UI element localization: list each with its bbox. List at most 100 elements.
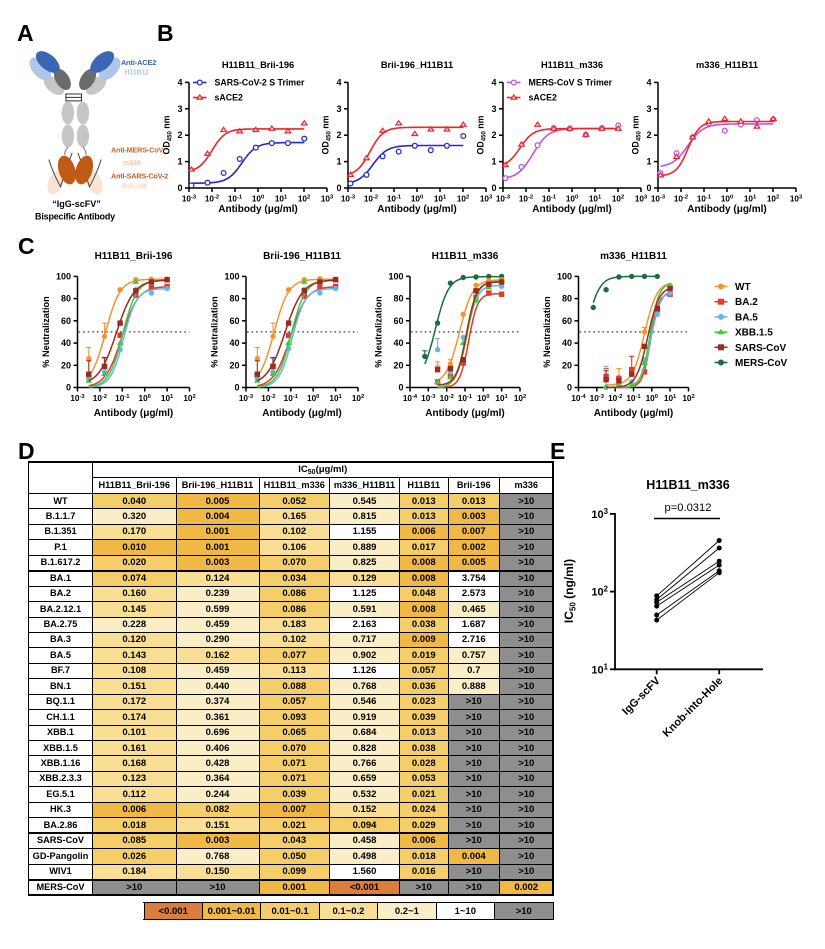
svg-text:40: 40 bbox=[393, 338, 403, 348]
svg-text:102: 102 bbox=[183, 394, 195, 403]
svg-text:0: 0 bbox=[66, 383, 71, 393]
svg-text:4: 4 bbox=[491, 77, 496, 87]
svg-text:10-2: 10-2 bbox=[205, 194, 219, 203]
svg-text:10-3: 10-3 bbox=[70, 394, 85, 403]
svg-text:10-3: 10-3 bbox=[341, 194, 356, 203]
svg-text:10-1: 10-1 bbox=[697, 194, 712, 203]
svg-text:40: 40 bbox=[61, 338, 71, 348]
svg-text:102: 102 bbox=[352, 394, 364, 403]
svg-text:3: 3 bbox=[491, 104, 496, 114]
svg-text:100: 100 bbox=[139, 394, 151, 403]
svg-text:p=0.0312: p=0.0312 bbox=[665, 502, 712, 514]
svg-text:10-2: 10-2 bbox=[364, 194, 378, 203]
svg-text:80: 80 bbox=[229, 294, 239, 304]
svg-text:60: 60 bbox=[229, 316, 239, 326]
svg-text:102: 102 bbox=[298, 194, 310, 203]
svg-text:0: 0 bbox=[234, 383, 239, 393]
svg-text:0: 0 bbox=[398, 383, 403, 393]
svg-text:102: 102 bbox=[591, 585, 608, 599]
svg-text:Antibody (μg/ml): Antibody (μg/ml) bbox=[594, 408, 673, 419]
svg-text:BA.5: BA.5 bbox=[735, 312, 758, 323]
svg-text:1: 1 bbox=[177, 157, 182, 167]
svg-text:10-2: 10-2 bbox=[608, 394, 622, 403]
svg-text:20: 20 bbox=[61, 360, 71, 370]
svg-text:10-1: 10-1 bbox=[115, 394, 130, 403]
svg-text:101: 101 bbox=[591, 662, 608, 676]
svg-text:Antibody (μg/ml): Antibody (μg/ml) bbox=[377, 204, 456, 215]
svg-text:60: 60 bbox=[393, 316, 403, 326]
svg-text:10-3: 10-3 bbox=[496, 194, 511, 203]
svg-text:Anti-SARS-CoV-2: Anti-SARS-CoV-2 bbox=[111, 171, 168, 180]
svg-text:10-1: 10-1 bbox=[542, 194, 557, 203]
svg-text:102: 102 bbox=[514, 394, 526, 403]
svg-text:Anti-ACE2: Anti-ACE2 bbox=[121, 58, 156, 67]
svg-text:4: 4 bbox=[646, 77, 651, 87]
svg-text:10-2: 10-2 bbox=[519, 194, 533, 203]
svg-text:100: 100 bbox=[411, 194, 423, 203]
svg-text:Brii-196: Brii-196 bbox=[122, 184, 148, 191]
svg-text:m336_H11B11: m336_H11B11 bbox=[600, 251, 667, 262]
svg-text:% Neutralization: % Neutralization bbox=[542, 296, 552, 368]
svg-text:20: 20 bbox=[229, 360, 239, 370]
svg-text:100: 100 bbox=[224, 271, 239, 281]
svg-text:10-4: 10-4 bbox=[403, 394, 418, 403]
svg-text:0: 0 bbox=[177, 183, 182, 193]
svg-text:101: 101 bbox=[161, 394, 174, 403]
svg-text:100: 100 bbox=[646, 394, 658, 403]
svg-text:103: 103 bbox=[591, 507, 608, 521]
svg-text:SARS-CoV-2 S Trimer: SARS-CoV-2 S Trimer bbox=[215, 78, 306, 88]
svg-text:60: 60 bbox=[562, 316, 572, 326]
svg-text:m336_H11B11: m336_H11B11 bbox=[696, 60, 758, 70]
svg-text:103: 103 bbox=[480, 194, 493, 203]
svg-text:103: 103 bbox=[790, 194, 803, 203]
svg-text:80: 80 bbox=[562, 294, 572, 304]
svg-text:20: 20 bbox=[393, 360, 403, 370]
svg-text:0: 0 bbox=[491, 183, 496, 193]
svg-text:H11B11_m336: H11B11_m336 bbox=[646, 478, 729, 492]
svg-text:0: 0 bbox=[336, 183, 341, 193]
svg-text:10-1: 10-1 bbox=[228, 194, 243, 203]
svg-text:MERS-CoV: MERS-CoV bbox=[735, 358, 788, 369]
svg-text:H11B11_Brii-196: H11B11_Brii-196 bbox=[95, 251, 173, 262]
svg-text:4: 4 bbox=[177, 77, 182, 87]
svg-text:H11B11: H11B11 bbox=[125, 70, 150, 77]
svg-text:10-3: 10-3 bbox=[239, 394, 254, 403]
svg-text:H11B11_Brii-196: H11B11_Brii-196 bbox=[222, 60, 294, 70]
svg-text:3: 3 bbox=[177, 104, 182, 114]
svg-text:OD450 nm: OD450 nm bbox=[631, 115, 643, 154]
svg-text:2: 2 bbox=[646, 130, 651, 140]
svg-text:Knob-into-Hole: Knob-into-Hole bbox=[661, 675, 726, 740]
svg-text:0: 0 bbox=[646, 183, 651, 193]
svg-text:Antibody (μg/ml): Antibody (μg/ml) bbox=[94, 408, 173, 419]
svg-text:60: 60 bbox=[61, 316, 71, 326]
svg-text:101: 101 bbox=[434, 194, 447, 203]
svg-text:H11B11_m336: H11B11_m336 bbox=[541, 60, 603, 70]
svg-text:102: 102 bbox=[612, 194, 624, 203]
svg-text:40: 40 bbox=[229, 338, 239, 348]
svg-text:IgG-scFV: IgG-scFV bbox=[620, 674, 663, 717]
svg-text:SARS-CoV: SARS-CoV bbox=[735, 343, 786, 354]
svg-text:100: 100 bbox=[721, 194, 733, 203]
svg-text:20: 20 bbox=[562, 360, 572, 370]
svg-text:103: 103 bbox=[321, 194, 334, 203]
svg-text:101: 101 bbox=[275, 194, 288, 203]
svg-text:Antibody (μg/ml): Antibody (μg/ml) bbox=[687, 204, 766, 215]
svg-text:OD450 nm: OD450 nm bbox=[476, 115, 488, 154]
svg-text:10-2: 10-2 bbox=[674, 194, 688, 203]
svg-text:10-1: 10-1 bbox=[458, 394, 473, 403]
svg-text:40: 40 bbox=[562, 338, 572, 348]
svg-text:100: 100 bbox=[307, 394, 319, 403]
svg-text:10-3: 10-3 bbox=[651, 194, 666, 203]
svg-text:OD450 nm: OD450 nm bbox=[321, 115, 333, 154]
svg-text:100: 100 bbox=[388, 271, 403, 281]
svg-text:10-3: 10-3 bbox=[421, 394, 436, 403]
svg-text:10-1: 10-1 bbox=[626, 394, 641, 403]
svg-text:OD450 nm: OD450 nm bbox=[162, 115, 174, 154]
svg-text:4: 4 bbox=[336, 77, 341, 87]
svg-text:“IgG-scFV”: “IgG-scFV” bbox=[52, 199, 101, 209]
svg-text:100: 100 bbox=[477, 394, 489, 403]
svg-text:2: 2 bbox=[336, 130, 341, 140]
svg-text:% Neutralization: % Neutralization bbox=[374, 296, 384, 368]
svg-text:103: 103 bbox=[635, 194, 648, 203]
svg-text:Antibody (μg/ml): Antibody (μg/ml) bbox=[262, 408, 341, 419]
